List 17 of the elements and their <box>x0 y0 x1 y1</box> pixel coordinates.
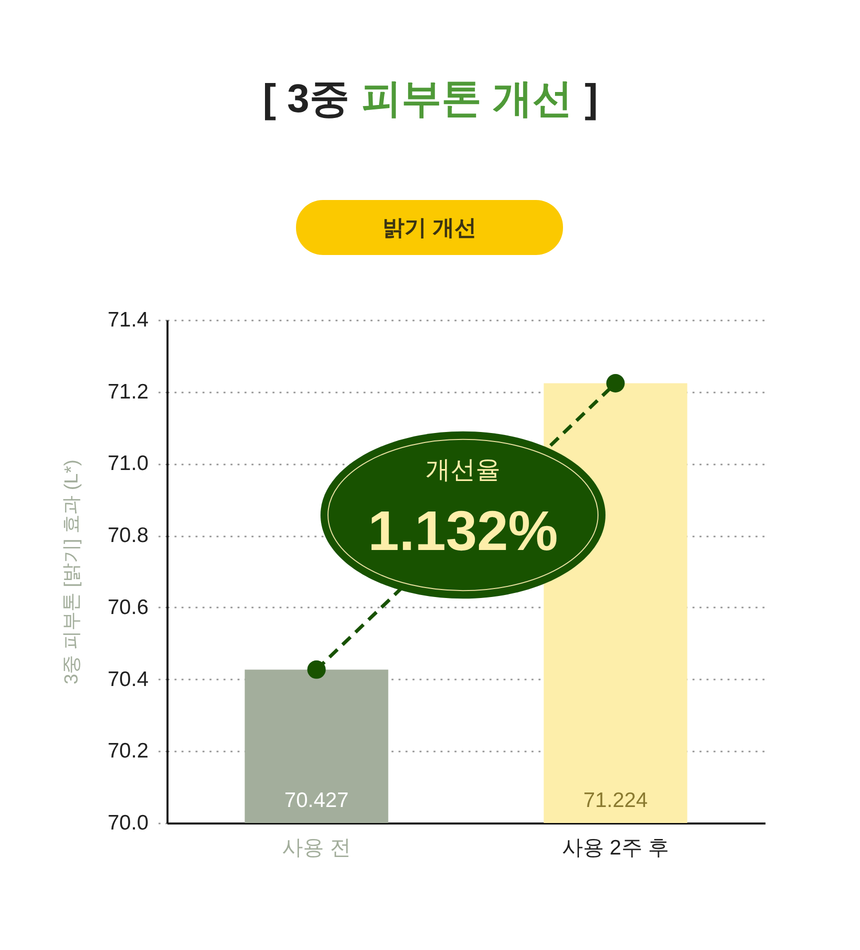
y-tick-label: 70.8 <box>108 524 148 548</box>
y-tick-label: 71.0 <box>108 452 148 476</box>
y-tick-label: 70.2 <box>108 740 148 763</box>
x-tick-label: 사용 2주 후 <box>562 836 670 860</box>
chart-title: [ 3중 피부톤 개선 ] <box>262 77 598 121</box>
annotation: 1.132% <box>368 499 558 562</box>
y-tick-label: 71.2 <box>108 380 148 404</box>
data-label: 70.427 <box>284 789 349 812</box>
y-tick-label: 70.0 <box>108 812 148 834</box>
data-label: 71.224 <box>583 789 648 812</box>
chart-subtitle: 밝기 개선 <box>382 215 477 240</box>
y-tick-label: 70.4 <box>108 668 149 691</box>
y-tick-label: 71.4 <box>108 308 149 332</box>
x-tick-label: 사용 전 <box>282 836 351 860</box>
y-tick-label: 70.6 <box>108 596 148 619</box>
y-axis-title: 3중 피부톤 [밝기] 효과 (L*) <box>62 460 83 684</box>
annotation: 개선율 <box>426 456 500 484</box>
